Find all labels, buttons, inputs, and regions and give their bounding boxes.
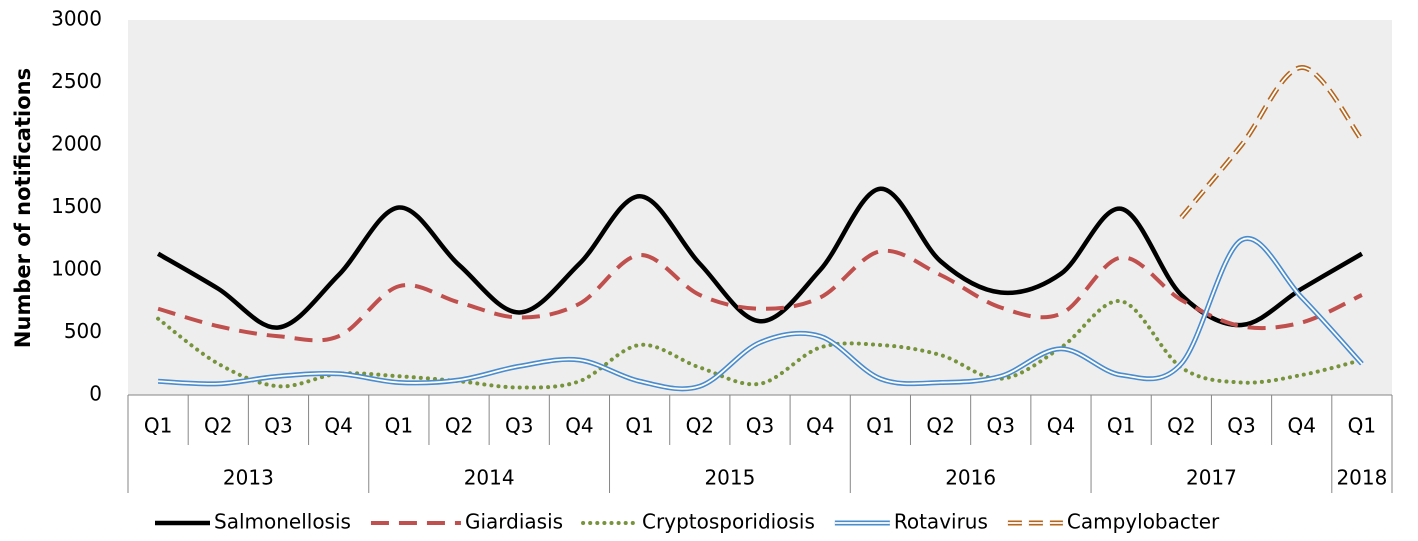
y-tick-label: 500 <box>64 319 102 343</box>
legend-label: Campylobacter <box>1067 510 1220 534</box>
y-tick-label: 3000 <box>51 7 102 31</box>
x-tick-label: Q2 <box>926 414 954 438</box>
x-tick-label: Q4 <box>1287 414 1315 438</box>
series-line <box>156 299 1364 390</box>
series-line <box>157 248 1363 343</box>
group-label: 2017 <box>1186 466 1237 490</box>
x-tick-label: Q1 <box>1348 414 1376 438</box>
x-tick-label: Q3 <box>264 414 292 438</box>
x-tick-label: Q1 <box>866 414 894 438</box>
plot-area <box>128 20 1392 395</box>
x-tick-label: Q2 <box>686 414 714 438</box>
x-tick-label: Q3 <box>987 414 1015 438</box>
x-tick-label: Q4 <box>1047 414 1075 438</box>
x-tick-label: Q4 <box>565 414 593 438</box>
y-tick-label: 1000 <box>51 257 102 281</box>
series-line <box>156 186 1364 330</box>
series-line-inner <box>1180 66 1363 219</box>
group-label: 2015 <box>704 466 755 490</box>
legend-label: Cryptosporidiosis <box>642 510 815 534</box>
x-tick-label: Q1 <box>1107 414 1135 438</box>
series-line-inner <box>158 237 1363 390</box>
x-tick-label: Q1 <box>144 414 172 438</box>
y-tick-label: 2500 <box>51 69 102 93</box>
legend-label: Giardiasis <box>465 510 563 534</box>
y-tick-label: 0 <box>89 382 102 406</box>
x-tick-label: Q2 <box>1167 414 1195 438</box>
x-tick-label: Q3 <box>505 414 533 438</box>
group-label: 2013 <box>223 466 274 490</box>
x-tick-label: Q4 <box>324 414 352 438</box>
group-label: 2014 <box>464 466 515 490</box>
y-tick-label: 1500 <box>51 194 102 218</box>
x-tick-label: Q4 <box>806 414 834 438</box>
x-tick-label: Q3 <box>746 414 774 438</box>
legend-label: Salmonellosis <box>214 510 351 534</box>
x-tick-label: Q1 <box>385 414 413 438</box>
x-tick-label: Q3 <box>1227 414 1255 438</box>
group-label: 2016 <box>945 466 996 490</box>
legend-label: Rotavirus <box>894 510 988 534</box>
x-tick-label: Q2 <box>445 414 473 438</box>
group-label: 2018 <box>1336 466 1387 490</box>
y-tick-label: 2000 <box>51 132 102 156</box>
y-axis-label: Number of notifications <box>11 68 35 348</box>
x-tick-label: Q2 <box>204 414 232 438</box>
x-tick-label: Q1 <box>625 414 653 438</box>
